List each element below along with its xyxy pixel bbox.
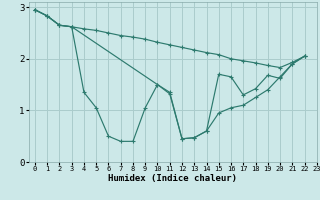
X-axis label: Humidex (Indice chaleur): Humidex (Indice chaleur) bbox=[108, 174, 237, 183]
